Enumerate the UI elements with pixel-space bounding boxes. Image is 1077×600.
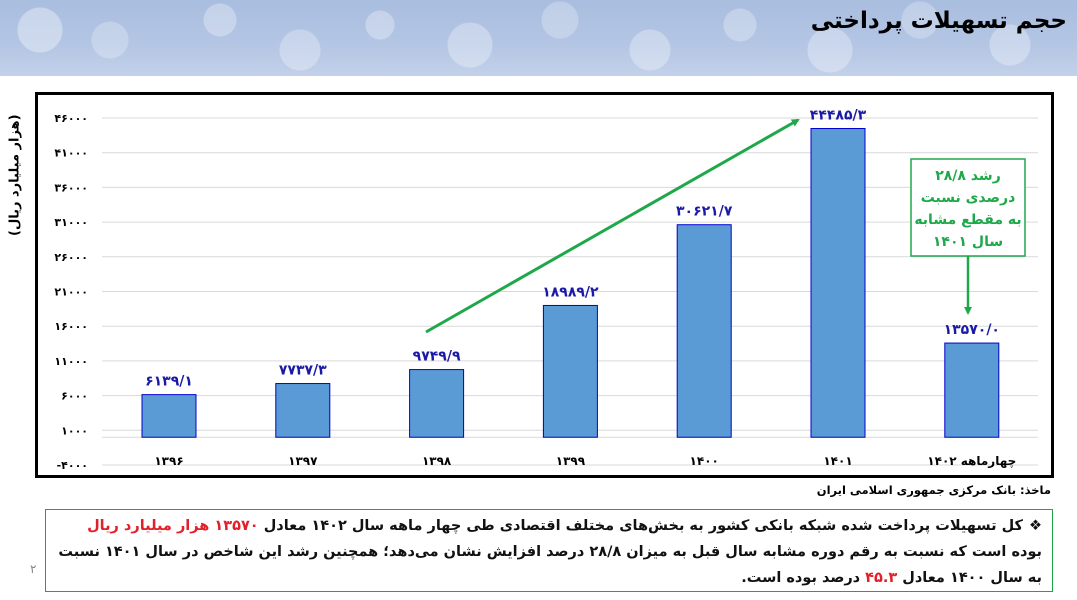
header-banner: حجم تسهیلات پرداختی	[0, 0, 1077, 76]
summary-note: ❖ کل تسهیلات پرداخت شده شبکه بانکی کشور ب…	[45, 509, 1053, 592]
y-axis-ticks: -۴۰۰۰ ۱۰۰۰ ۶۰۰۰ ۱۱۰۰۰ ۱۶۰۰۰ ۲۱۰۰۰ ۲۶۰۰۰ ۳۱۰۰۰ ۳۶…	[54, 112, 88, 472]
svg-text:۱۱۰۰۰: ۱۱۰۰۰	[54, 355, 88, 368]
x-axis-label: ۱۳۹۸	[422, 454, 452, 468]
svg-text:۶۰۰۰: ۶۰۰۰	[61, 390, 88, 403]
bar-value-label: ۱۳۵۷۰/۰	[944, 322, 1000, 338]
bar-value-label: ۳۰۶۲۱/۷	[676, 204, 733, 220]
svg-text:۳۱۰۰۰: ۳۱۰۰۰	[54, 216, 88, 229]
note-text-3: درصد بوده است.	[741, 570, 866, 586]
growth-callout: رشد ۲۸/۸ درصدی نسبت به مقطع مشابه سال ۱۴۰۱	[910, 158, 1026, 315]
x-axis-label: چهارماهه ۱۴۰۲	[927, 454, 1016, 468]
bar-value-label: ۶۱۳۹/۱	[145, 374, 193, 390]
svg-text:۲۶۰۰۰: ۲۶۰۰۰	[54, 251, 88, 264]
svg-text:۴۱۰۰۰: ۴۱۰۰۰	[54, 147, 88, 160]
bar	[944, 342, 1000, 438]
bar-value-label: ۱۸۹۸۹/۲	[542, 284, 599, 300]
note-highlight-growth: ۴۵.۳	[865, 570, 898, 586]
bar	[810, 128, 866, 438]
bar	[141, 394, 197, 438]
diamond-bullet-icon: ❖	[1029, 518, 1042, 534]
note-highlight-amount: ۱۳۵۷۰ هزار میلیارد ریال	[87, 518, 259, 534]
bar	[275, 383, 331, 438]
note-text-2: بوده است که نسبت به رقم دوره مشابه سال ق…	[58, 544, 1042, 586]
x-axis-label: ۱۴۰۰	[690, 454, 719, 468]
x-axis-label: ۱۳۹۹	[556, 454, 586, 468]
bar-value-label: ۷۷۳۷/۳	[279, 363, 327, 379]
x-axis-label: ۱۳۹۷	[288, 454, 318, 468]
source-citation: ماخذ: بانک مرکزی جمهوری اسلامی ایران	[816, 483, 1051, 497]
bars: ۶۱۳۹/۱ ۷۷۳۷/۳ ۹۷۴۹/۹ ۱۸۹۸۹/۲ ۳۰۶۲۱/۷ ۴۴۴۸۵/۳ ۱…	[141, 108, 1000, 438]
bar	[409, 369, 465, 438]
note-text-1: کل تسهیلات پرداخت شده شبکه بانکی کشور به…	[258, 518, 1023, 534]
page-title: حجم تسهیلات پرداختی	[810, 8, 1067, 34]
bar	[542, 304, 598, 438]
svg-text:۳۶۰۰۰: ۳۶۰۰۰	[54, 181, 88, 194]
bar-value-label: ۹۷۴۹/۹	[413, 349, 461, 365]
svg-text:۱۶۰۰۰: ۱۶۰۰۰	[54, 320, 88, 333]
growth-trend-arrow	[425, 118, 800, 334]
bar	[676, 224, 732, 438]
svg-text:۱۰۰۰: ۱۰۰۰	[61, 424, 88, 437]
bar-value-label: ۴۴۴۸۵/۳	[810, 108, 867, 124]
x-axis-labels: ۱۳۹۶ ۱۳۹۷ ۱۳۹۸ ۱۳۹۹ ۱۴۰۰ ۱۴۰۱ چهارماهه ۱۴۰۲	[154, 454, 1016, 468]
svg-text:۲۱۰۰۰: ۲۱۰۰۰	[54, 286, 88, 299]
page-number: ۲	[30, 562, 37, 576]
x-axis-label: ۱۴۰۱	[823, 454, 852, 468]
x-axis-label: ۱۳۹۶	[154, 454, 183, 468]
svg-text:-۴۰۰۰: -۴۰۰۰	[57, 459, 88, 472]
svg-text:۴۶۰۰۰: ۴۶۰۰۰	[54, 112, 88, 125]
